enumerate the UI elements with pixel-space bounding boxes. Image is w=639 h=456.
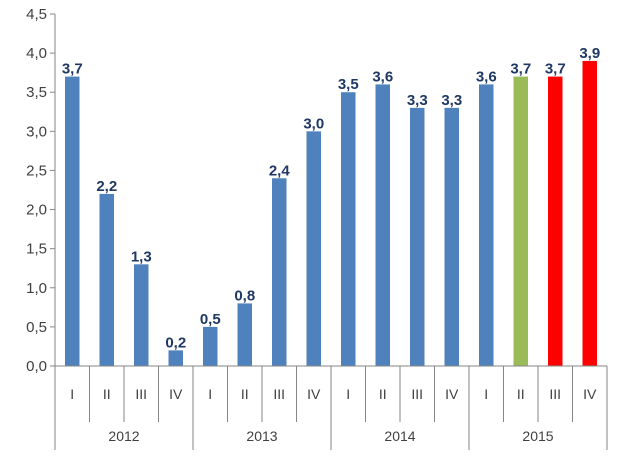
x-tick-label: III xyxy=(135,386,147,402)
y-tick-label: 2,0 xyxy=(26,202,47,219)
x-group-label: 2012 xyxy=(108,428,139,444)
y-tick-label: 4,0 xyxy=(26,45,47,62)
data-label: 0,5 xyxy=(200,311,221,328)
y-tick-label: 1,5 xyxy=(26,241,47,258)
bar xyxy=(168,350,183,366)
x-tick-label: II xyxy=(241,386,249,402)
bar xyxy=(306,131,321,366)
bar xyxy=(548,76,563,367)
data-label: 3,6 xyxy=(476,68,497,85)
data-label: 3,7 xyxy=(62,61,83,78)
data-label: 3,0 xyxy=(303,115,324,132)
data-label: 2,2 xyxy=(96,178,117,195)
x-tick-label: I xyxy=(70,386,74,402)
x-tick-label: III xyxy=(273,386,285,402)
x-tick-label: IV xyxy=(583,386,597,402)
bar xyxy=(582,60,597,366)
bar xyxy=(99,193,114,366)
x-group-label: 2013 xyxy=(246,428,277,444)
y-tick-label: 2,5 xyxy=(26,162,47,179)
x-tick-label: II xyxy=(517,386,525,402)
data-label: 3,5 xyxy=(338,76,359,93)
data-label: 3,3 xyxy=(407,92,428,109)
bar xyxy=(375,84,390,367)
x-tick-label: IV xyxy=(445,386,459,402)
x-tick-label: I xyxy=(484,386,488,402)
y-axis: 0,0 0,5 1,0 1,5 2,0 2,5 3,0 3,5 4,0 4,5 xyxy=(26,6,56,375)
y-tick-label: 4,5 xyxy=(26,6,47,23)
data-label: 3,3 xyxy=(441,92,462,109)
bar xyxy=(479,84,494,367)
x-tick-label: III xyxy=(549,386,561,402)
bar xyxy=(237,303,252,366)
data-label: 3,6 xyxy=(372,68,393,85)
bar xyxy=(410,107,425,366)
bar xyxy=(134,264,149,366)
data-label: 3,7 xyxy=(510,61,531,78)
bar xyxy=(341,92,356,366)
data-label: 0,8 xyxy=(234,287,255,304)
data-label: 1,3 xyxy=(131,248,152,265)
bar xyxy=(513,76,528,367)
y-tick-label: 0,0 xyxy=(26,358,47,375)
x-tick-label: I xyxy=(208,386,212,402)
x-tick-label: III xyxy=(411,386,423,402)
bar xyxy=(65,76,80,367)
y-tick-label: 0,5 xyxy=(26,319,47,336)
x-tick-label: IV xyxy=(169,386,183,402)
data-label: 2,4 xyxy=(269,162,291,179)
data-label: 3,7 xyxy=(545,61,566,78)
bars: 3,7 2,2 1,3 0,2 0,5 0,8 2,4 3,0 3,5 3,6 3,3 3,3 3,6 3… xyxy=(62,45,600,367)
bar xyxy=(272,178,287,366)
x-tick-label: II xyxy=(379,386,387,402)
y-tick-label: 1,0 xyxy=(26,280,47,297)
bar xyxy=(203,326,218,366)
x-group-label: 2014 xyxy=(384,428,415,444)
x-group-label: 2015 xyxy=(522,428,553,444)
data-label: 3,9 xyxy=(579,45,600,62)
y-tick-label: 3,5 xyxy=(26,84,47,101)
x-tick-label: II xyxy=(103,386,111,402)
x-tick-label: I xyxy=(346,386,350,402)
data-label: 0,2 xyxy=(165,334,186,351)
y-tick-label: 3,0 xyxy=(26,123,47,140)
x-tick-label: IV xyxy=(307,386,321,402)
bar xyxy=(444,107,459,366)
